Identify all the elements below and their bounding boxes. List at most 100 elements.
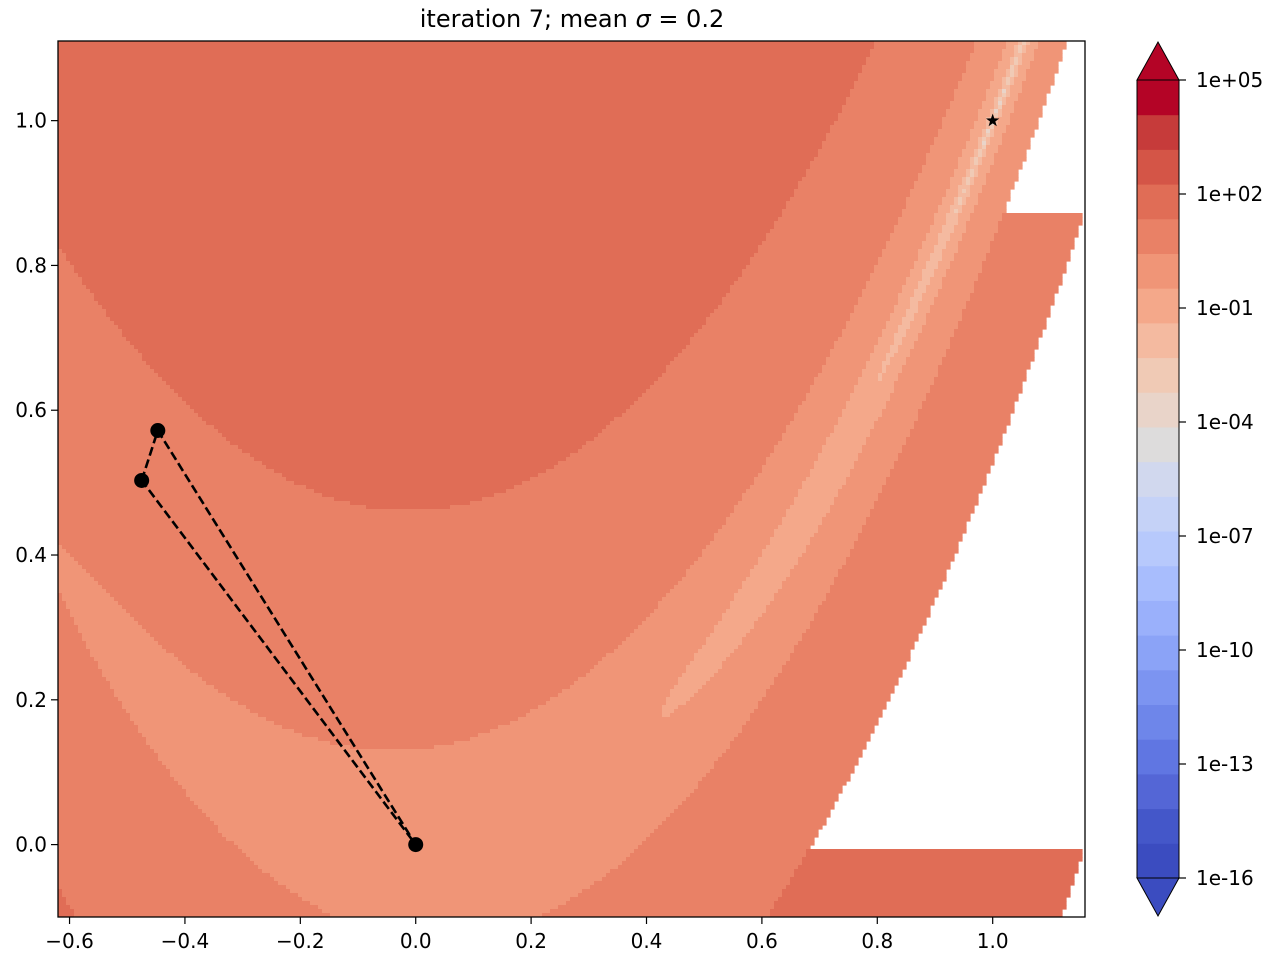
contour-band [898, 217, 935, 222]
contour-band [58, 629, 79, 634]
contour-band [930, 253, 943, 258]
contour-band [670, 693, 695, 698]
contour-band [58, 221, 775, 226]
contour-band [58, 529, 719, 534]
contour-band [1006, 77, 1011, 82]
contour-band [70, 261, 751, 266]
contour-band [882, 253, 919, 258]
contour-band [82, 633, 151, 638]
contour-band [570, 897, 779, 902]
contour-band [958, 197, 963, 202]
contour-band [998, 229, 1079, 234]
contour-band [934, 273, 947, 278]
x-tick-label: −0.4 [161, 929, 210, 953]
contour-band [994, 237, 1075, 242]
contour-band [974, 289, 1059, 294]
contour-band [830, 505, 875, 510]
contour-band [62, 593, 111, 598]
contour-band [186, 793, 691, 798]
contour-band [978, 201, 1007, 206]
contour-band [866, 285, 903, 290]
contour-band [58, 877, 275, 882]
contour-band [58, 561, 79, 566]
contour-band [970, 189, 983, 194]
contour-band [58, 481, 295, 486]
contour-band [846, 405, 887, 410]
contour-band [918, 305, 931, 310]
contour-band [82, 281, 735, 286]
contour-band [726, 657, 791, 662]
x-tick-label: 0.8 [861, 929, 893, 953]
contour-band [58, 653, 91, 658]
contour-band [898, 293, 915, 298]
contour-band [950, 233, 963, 238]
contour-band [934, 377, 1027, 382]
contour-band [970, 213, 1003, 218]
contour-band [674, 809, 831, 814]
contour-band [714, 625, 755, 630]
colorbar-segment [1137, 773, 1179, 810]
contour-band [1022, 41, 1027, 46]
contour-band [58, 145, 823, 150]
contour-band [926, 317, 963, 322]
contour-band [886, 477, 987, 482]
contour-band [794, 645, 915, 650]
contour-band [234, 841, 643, 846]
contour-band [198, 413, 623, 418]
contour-band [926, 321, 959, 326]
contour-band [102, 305, 719, 310]
contour-band [810, 473, 851, 478]
contour-band [786, 205, 907, 210]
contour-band [58, 413, 199, 418]
contour-band [922, 297, 935, 302]
contour-band [982, 265, 1067, 270]
contour-band [602, 877, 791, 882]
colorbar-segment [1137, 322, 1179, 359]
contour-band [894, 229, 931, 234]
colorbar-segment [1137, 253, 1179, 289]
contour-band [470, 737, 735, 742]
contour-band [546, 701, 667, 706]
contour-band [58, 357, 143, 362]
contour-band [766, 693, 891, 698]
contour-band [58, 77, 859, 82]
simplex-vertex [134, 472, 150, 488]
contour-band [854, 385, 895, 390]
contour-band [906, 437, 1003, 442]
contour-band [198, 805, 679, 810]
contour-band [730, 605, 767, 610]
contour-band [798, 865, 1079, 870]
contour-band [990, 141, 1003, 146]
contour-band [954, 229, 967, 234]
x-tick-label: 0.4 [631, 929, 663, 953]
contour-band [746, 721, 879, 726]
contour-band [830, 129, 939, 134]
contour-band [958, 161, 971, 166]
colorbar-segment [1137, 149, 1179, 185]
contour-band [978, 273, 1063, 278]
contour-band [58, 377, 163, 382]
contour-band [862, 373, 879, 378]
contour-band [682, 673, 715, 678]
contour-band [782, 517, 823, 522]
contour-band [58, 349, 139, 354]
contour-band [138, 729, 295, 734]
contour-band [766, 233, 891, 238]
contour-band [1026, 69, 1059, 74]
contour-band [1010, 61, 1015, 66]
contour-band [898, 349, 911, 354]
contour-band [846, 561, 951, 566]
contour-band [894, 385, 931, 390]
contour-band [802, 481, 847, 486]
contour-band [986, 181, 1015, 186]
contour-band [886, 481, 987, 486]
contour-band [966, 197, 979, 202]
contour-band [682, 801, 835, 806]
contour-band [926, 261, 939, 266]
contour-band [58, 325, 119, 330]
contour-band [882, 489, 983, 494]
contour-band [1006, 97, 1019, 102]
contour-band [750, 713, 883, 718]
contour-band [710, 769, 855, 774]
